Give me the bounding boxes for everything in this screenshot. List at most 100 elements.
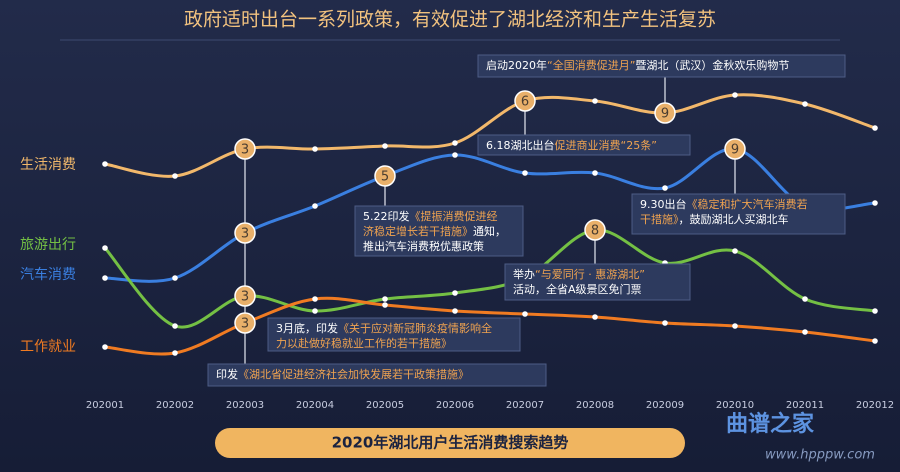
badge-label: 3 bbox=[241, 290, 249, 305]
data-point bbox=[592, 314, 598, 320]
data-point bbox=[452, 152, 458, 158]
badge bbox=[234, 222, 256, 244]
callout-text: 6.18湖北出台促进商业消费“25条” bbox=[486, 138, 657, 152]
data-point bbox=[172, 350, 178, 356]
badge bbox=[724, 138, 746, 160]
data-point bbox=[312, 308, 318, 314]
callout-text: 举办“与爱同行 · 惠游湖北” bbox=[513, 267, 645, 281]
data-point bbox=[102, 245, 108, 251]
callout-box bbox=[631, 193, 846, 235]
x-tick-label: 202002 bbox=[156, 400, 194, 411]
x-tick-label: 202007 bbox=[506, 400, 544, 411]
callout-text: 力以赴做好稳就业工作的若干措施》 bbox=[276, 336, 452, 350]
data-point bbox=[802, 101, 808, 107]
callout-segment: 5.22印发 bbox=[363, 209, 410, 223]
data-point bbox=[102, 275, 108, 281]
data-point bbox=[802, 329, 808, 335]
callout-text: 印发《湖北省促进经济社会加快发展若干政策措施》 bbox=[216, 367, 469, 381]
callout-segment: “与爱同行 · 惠游湖北” bbox=[535, 267, 645, 281]
callout-segment: 《稳定和扩大汽车消费若 bbox=[687, 197, 808, 211]
data-point bbox=[312, 203, 318, 209]
legend-label: 工作就业 bbox=[20, 339, 76, 355]
data-point bbox=[732, 323, 738, 329]
callout-segment: 暨湖北（武汉）金秋欢乐购物节 bbox=[635, 58, 789, 72]
badge bbox=[234, 285, 256, 307]
callout-box bbox=[354, 205, 524, 257]
badge bbox=[654, 102, 676, 124]
callout-text: 3月底，印发《关于应对新冠肺炎疫情影响全 bbox=[276, 321, 492, 335]
badge bbox=[234, 138, 256, 160]
x-tick-label: 202001 bbox=[86, 400, 124, 411]
watermark-url: www.hpppw.com bbox=[765, 448, 875, 463]
x-tick-label: 202006 bbox=[436, 400, 474, 411]
legend-label: 汽车消费 bbox=[20, 266, 76, 283]
data-point bbox=[382, 296, 388, 302]
data-point bbox=[872, 125, 878, 131]
data-point bbox=[872, 338, 878, 344]
subtitle: 2020年湖北用户生活消费搜索趋势 bbox=[332, 434, 569, 452]
badge bbox=[514, 90, 536, 112]
series-line bbox=[103, 228, 876, 329]
data-point bbox=[172, 173, 178, 179]
data-point bbox=[312, 296, 318, 302]
subtitle-pill bbox=[215, 428, 685, 458]
data-point bbox=[452, 308, 458, 314]
callout-text: 启动2020年“全国消费促进月”暨湖北（武汉）金秋欢乐购物节 bbox=[486, 58, 789, 72]
legend-label: 生活消费 bbox=[20, 157, 76, 173]
badge bbox=[374, 165, 396, 187]
callout-segment: 推出汽车消费税优惠政策 bbox=[363, 239, 484, 253]
data-point bbox=[172, 323, 178, 329]
callout-text: 干措施》，鼓励湖北人买湖北车 bbox=[640, 212, 789, 226]
callout-segment: 印发 bbox=[216, 367, 238, 381]
data-point bbox=[102, 344, 108, 350]
callout-segment: 干措施》 bbox=[640, 212, 679, 226]
badge bbox=[584, 219, 606, 241]
callout-segment: 促进商业消费“25条” bbox=[555, 138, 657, 152]
x-tick-label: 202005 bbox=[366, 400, 404, 411]
x-tick-label: 202008 bbox=[576, 400, 614, 411]
data-point bbox=[592, 98, 598, 104]
data-point bbox=[592, 170, 598, 176]
data-point bbox=[382, 143, 388, 149]
callout-box bbox=[477, 54, 846, 78]
callout-segment: 启动2020年 bbox=[486, 58, 547, 72]
callout-segment: ，鼓励湖北人买湖北车 bbox=[679, 212, 789, 226]
data-point bbox=[102, 161, 108, 167]
callout-text: 9.30出台《稳定和扩大汽车消费若 bbox=[640, 197, 808, 211]
watermark: 曲谱之家 bbox=[726, 411, 815, 437]
callout-segment: “全国消费促进月” bbox=[547, 58, 635, 72]
data-point bbox=[452, 290, 458, 296]
badge-label: 6 bbox=[521, 95, 529, 110]
callout-box bbox=[504, 263, 691, 301]
badge-label: 3 bbox=[241, 227, 249, 242]
callout-segment: 通知， bbox=[473, 224, 506, 238]
callout-text: 5.22印发《提振消费促进经 bbox=[363, 209, 498, 223]
data-point bbox=[662, 320, 668, 326]
data-point bbox=[312, 146, 318, 152]
callout-segment: 举办 bbox=[513, 267, 535, 281]
badge-label: 3 bbox=[241, 143, 249, 158]
callout-box bbox=[207, 363, 547, 387]
callout-segment: 9.30出台 bbox=[640, 197, 687, 211]
callout-text: 活动，全省A级景区免门票 bbox=[513, 282, 642, 296]
callout-text: 推出汽车消费税优惠政策 bbox=[363, 239, 484, 253]
callout-text: 济稳定增长若干措施》通知， bbox=[363, 224, 506, 238]
x-tick-label: 202011 bbox=[786, 400, 824, 411]
x-tick-label: 202004 bbox=[296, 400, 334, 411]
badge-label: 3 bbox=[241, 317, 249, 332]
callout-segment: 《提振消费促进经 bbox=[410, 209, 498, 223]
data-point bbox=[522, 170, 528, 176]
callout-box bbox=[267, 317, 521, 352]
badge-label: 8 bbox=[591, 224, 599, 239]
x-tick-label: 202010 bbox=[716, 400, 754, 411]
callout-segment: 3月底，印发 bbox=[276, 321, 338, 335]
callout-segment: 活动，全省A级景区免门票 bbox=[513, 282, 642, 296]
chart-title: 政府适时出台一系列政策，有效促进了湖北经济和生产生活复苏 bbox=[184, 9, 716, 31]
callout-segment: 《湖北省促进经济社会加快发展若干政策措施》 bbox=[238, 367, 469, 381]
badge bbox=[234, 312, 256, 334]
x-tick-label: 202012 bbox=[856, 400, 894, 411]
data-point bbox=[872, 200, 878, 206]
data-point bbox=[382, 302, 388, 308]
data-point bbox=[872, 308, 878, 314]
